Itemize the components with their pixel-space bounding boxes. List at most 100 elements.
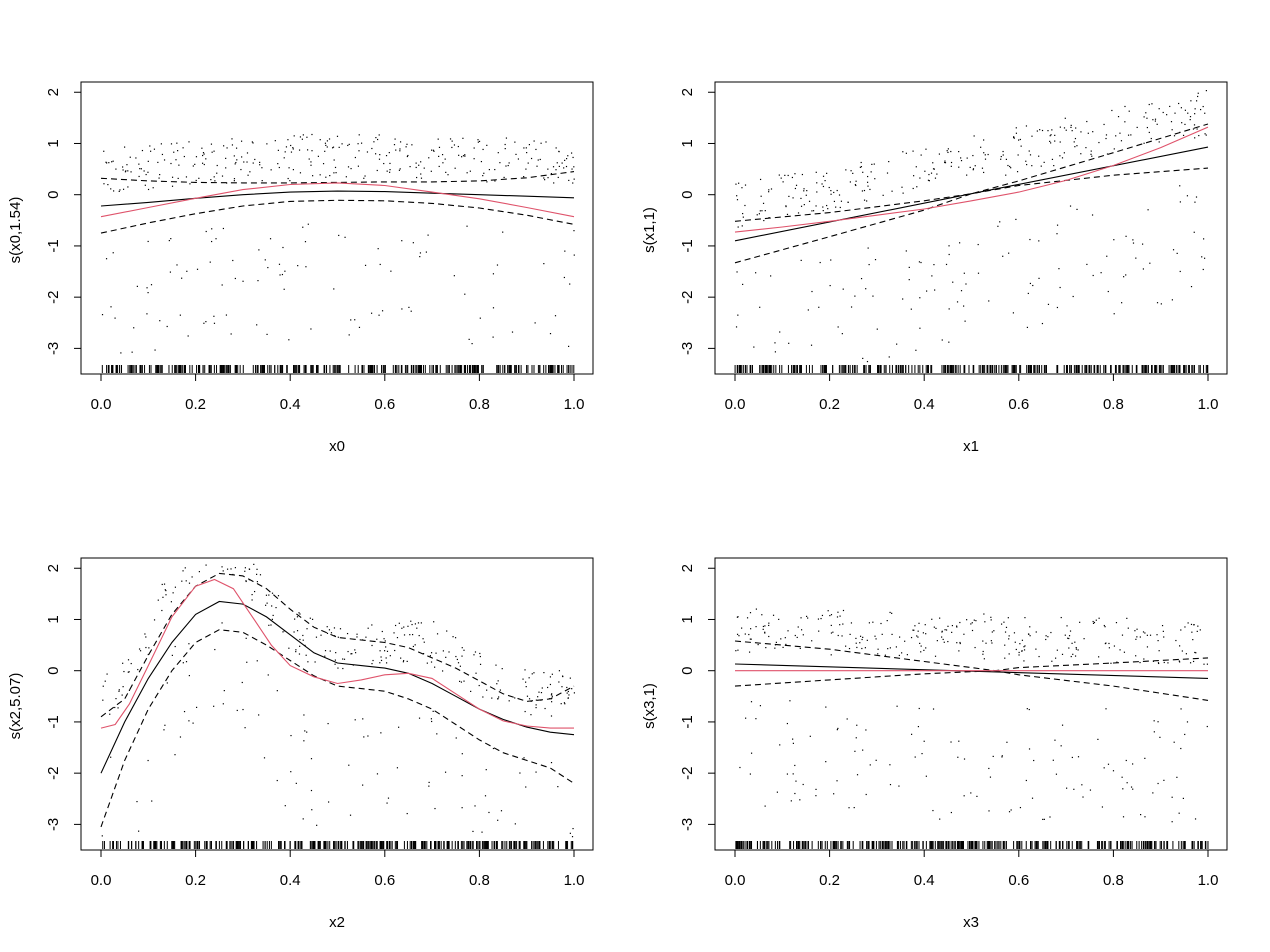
panel-x3-residual-point: [1158, 650, 1160, 652]
panel-x1-residual-point: [774, 351, 777, 353]
panel-x0-residual-point: [153, 148, 156, 150]
panel-x2-xtick-label: 0.8: [469, 872, 490, 889]
panel-x1-residual-point: [888, 356, 890, 358]
panel-x2-residual-point: [277, 595, 280, 597]
panel-x1-residual-point: [1202, 238, 1205, 240]
panel-x2-residual-point: [270, 624, 272, 626]
panel-x2-residual-point: [110, 756, 112, 758]
panel-x2-residual-point: [339, 628, 342, 630]
panel-x2-residual-point: [221, 622, 223, 624]
panel-x3-residual-point: [1115, 622, 1118, 624]
panel-x1-residual-point: [1115, 135, 1117, 137]
panel-x0-residual-point: [266, 333, 268, 336]
panel-x2-residual-point: [306, 628, 308, 630]
panel-x0-residual-point: [438, 155, 440, 158]
panel-x0-residual-point: [209, 261, 211, 263]
panel-x0-residual-point: [283, 288, 285, 290]
panel-x3-residual-point: [1143, 658, 1145, 660]
panel-x2-residual-point: [121, 694, 123, 696]
panel-x3-residual-point: [898, 785, 900, 787]
panel-x1-residual-point: [1113, 313, 1115, 315]
panel-x2-residual-point: [431, 720, 433, 723]
panel-x1-residual-point: [1152, 119, 1154, 121]
panel-x2-residual-point: [535, 699, 537, 701]
panel-x0-residual-point: [568, 179, 570, 182]
panel-x3-residual-point: [1029, 635, 1031, 637]
panel-x0-residual-point: [326, 140, 329, 142]
panel-x1-residual-point: [770, 188, 773, 190]
panel-x3-residual-point: [1139, 636, 1141, 638]
panel-x1-residual-point: [787, 174, 789, 177]
panel-x3-residual-point: [1005, 626, 1008, 628]
panel-x3-residual-point: [1144, 816, 1146, 818]
panel-x0-residual-point: [267, 266, 269, 269]
panel-x0-ylabel: s(x0,1.54): [7, 197, 24, 264]
panel-x1-residual-point: [1141, 243, 1144, 245]
panel-x1-residual-point: [1054, 134, 1056, 136]
panel-x2-residual-point: [315, 636, 318, 638]
panel-x3-residual-point: [1144, 632, 1146, 634]
panel-x2-residual-point: [384, 650, 386, 652]
panel-x3-residual-point: [854, 750, 856, 752]
panel-x2-residual-point: [346, 632, 349, 635]
panel-x1-residual-point: [1075, 127, 1077, 129]
panel-x3-lower-CI-line: [734, 670, 1209, 701]
panel-x2-residual-point: [222, 703, 224, 705]
panel-x0-residual-point: [399, 150, 401, 152]
panel-x2-residual-point: [394, 624, 397, 627]
panel-x2-residual-point: [195, 706, 198, 708]
panel-x2-residual-point: [535, 771, 537, 773]
panel-x1-residual-point: [821, 183, 823, 185]
panel-x3-residual-point: [1038, 655, 1040, 658]
panel-x2-residual-point: [303, 714, 305, 716]
panel-x1-residual-point: [738, 182, 740, 184]
panel-x1-residual-point: [1186, 195, 1189, 197]
panel-x3-residual-point: [786, 773, 789, 775]
panel-x3-residual-point: [1171, 796, 1173, 798]
panel-x2-residual-point: [380, 659, 383, 662]
panel-x1-residual-point: [1091, 155, 1093, 157]
panel-x3-residual-point: [1191, 631, 1193, 633]
panel-x1-residual-point: [1142, 268, 1144, 270]
panel-x3-residual-point: [921, 752, 923, 755]
panel-x0-residual-point: [176, 142, 178, 144]
panel-x3-residual-point: [935, 627, 937, 630]
panel-x2-residual-point: [411, 623, 413, 626]
panel-x1-residual-point: [1069, 205, 1072, 207]
panel-x0-residual-point: [377, 248, 379, 250]
panel-x0-residual-point: [550, 173, 552, 175]
panel-x1-residual-point: [1070, 124, 1072, 126]
panel-x3-residual-point: [1163, 636, 1165, 638]
panel-x2-xtick-label: 1.0: [564, 872, 585, 889]
panel-x1-residual-point: [768, 191, 770, 193]
panel-x1-residual-point: [870, 171, 872, 173]
panel-x2-residual-point: [165, 589, 167, 592]
panel-x1-residual-point: [984, 158, 987, 160]
panel-x3-residual-point: [1121, 776, 1123, 778]
panel-x1-residual-point: [1026, 163, 1028, 166]
panel-x3-residual-point: [982, 653, 984, 655]
panel-x3-residual-point: [1043, 818, 1045, 820]
panel-x2-residual-point: [258, 714, 260, 716]
panel-x3-residual-point: [827, 610, 829, 612]
panel-x0-residual-point: [528, 144, 530, 146]
panel-x1-residual-point: [944, 160, 946, 162]
panel-x1-residual-point: [861, 190, 864, 192]
panel-x1-residual-point: [1076, 145, 1078, 147]
panel-x3-residual-point: [836, 616, 839, 618]
panel-x0-residual-point: [503, 176, 505, 179]
panel-x3-residual-point: [1113, 645, 1116, 647]
panel-x2-residual-point: [560, 703, 562, 705]
panel-x2-residual-point: [266, 602, 268, 604]
panel-x1-residual-point: [999, 221, 1001, 223]
panel-x0-residual-point: [412, 242, 414, 244]
panel-x0-residual-point: [358, 326, 361, 328]
panel-x1-residual-point: [1029, 282, 1032, 285]
panel-x3-residual-point: [1045, 635, 1047, 637]
panel-x1-residual-point: [1205, 90, 1207, 92]
panel-x0-residual-point: [379, 154, 381, 156]
panel-x0-residual-point: [363, 177, 365, 179]
panel-x2-residual-point: [402, 661, 405, 663]
panel-x2-xtick-label: 0.6: [374, 872, 395, 889]
